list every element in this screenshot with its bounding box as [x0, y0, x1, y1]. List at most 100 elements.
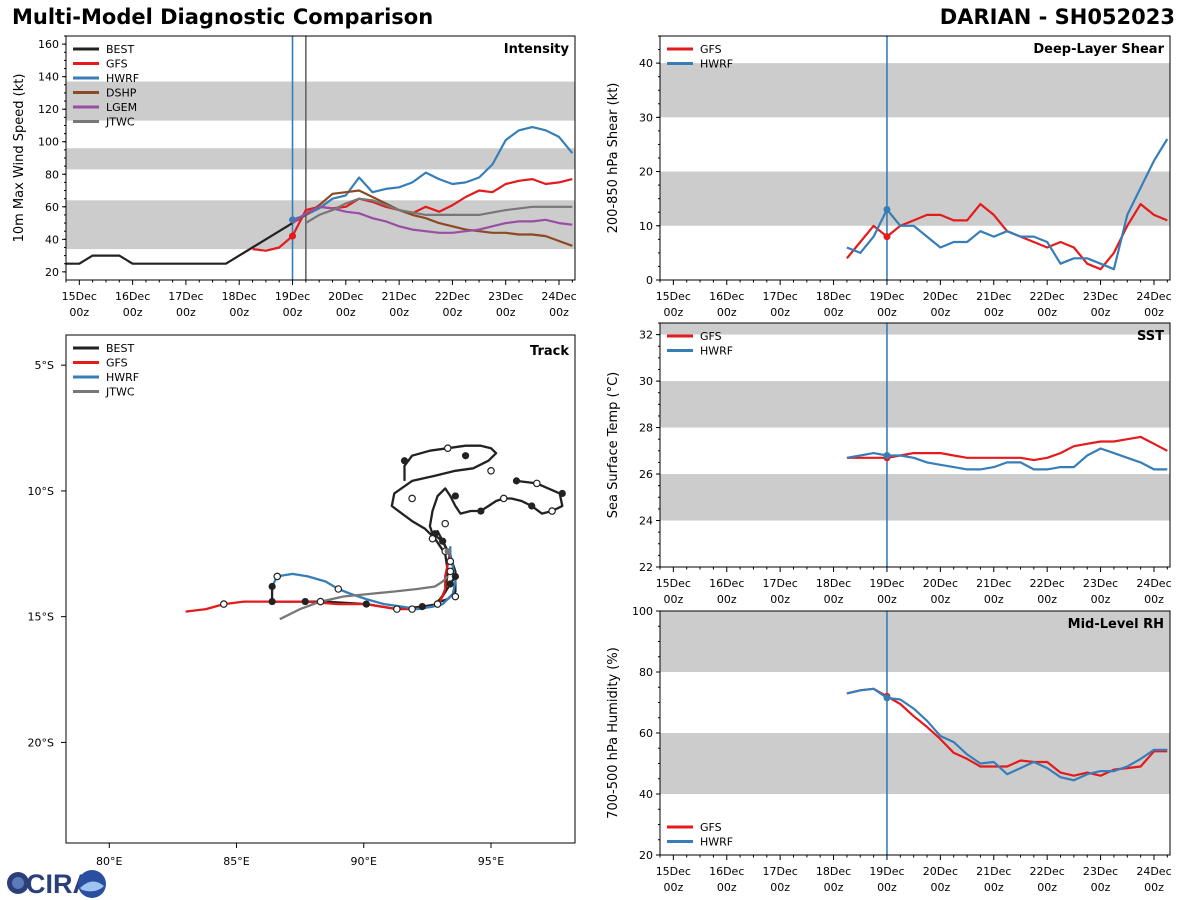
track-marker-open	[408, 605, 416, 613]
track-marker-open	[548, 507, 556, 515]
track-marker-open	[408, 494, 416, 503]
legend-label-hwrf: HWRF	[106, 371, 139, 384]
xtick-label-hour: 00z	[549, 306, 569, 319]
legend-label-gfs: GFS	[700, 43, 722, 56]
xtick-label-day: 20Dec	[923, 290, 958, 303]
track-marker-open	[433, 600, 442, 608]
ytick-label: 40	[45, 233, 59, 246]
xtick-label-hour: 00z	[663, 593, 683, 606]
track-hwrf	[271, 546, 457, 611]
track-marker-open	[446, 567, 455, 576]
ytick-label: 80	[45, 168, 59, 181]
xtick-label-hour: 00z	[496, 306, 516, 319]
track-marker-open	[441, 519, 450, 528]
xtick-label-day: 22Dec	[1030, 290, 1065, 303]
track-marker-open	[428, 534, 437, 543]
xtick-label-day: 17Dec	[763, 865, 798, 878]
track-marker-filled	[400, 457, 409, 465]
track-marker-filled	[451, 572, 459, 581]
track-marker-open	[273, 572, 282, 581]
band-sst-2	[660, 323, 1170, 335]
panel-sst: 22 24 26 28 30 32 15Dec 00z 16Dec 00z 17Dec 00z 18De…	[606, 322, 1172, 606]
ytick-label: 22	[639, 561, 653, 574]
globe-inner-icon	[12, 877, 24, 889]
xtick-label-day: 24Dec	[541, 290, 576, 303]
xtick-label-day: 22Dec	[435, 290, 470, 303]
xtick-label-hour: 00z	[443, 306, 463, 319]
xtick-label-day: 23Dec	[1083, 865, 1118, 878]
track-marker-filled	[477, 507, 485, 515]
ytick-label: 40	[639, 788, 653, 801]
xtick-label-day: 23Dec	[488, 290, 523, 303]
xtick-label-day: 16Dec	[709, 865, 744, 878]
xtick-label-hour: 00z	[984, 593, 1004, 606]
track-marker-open	[316, 597, 325, 606]
track-marker-open	[533, 479, 541, 488]
xtick-label-day: 22Dec	[1030, 865, 1065, 878]
track-marker-filled	[558, 489, 566, 498]
ytick-label: 20	[45, 266, 59, 279]
panel-track: 80°E 85°E 90°E 95°E 5°S 10°S 15°S 20°S Track BEST…	[28, 334, 576, 868]
ytick-label: 80	[639, 666, 653, 679]
y-axis-label: Sea Surface Temp (°C)	[606, 372, 621, 519]
legend-label-best: BEST	[106, 43, 134, 56]
plot-area-track	[185, 444, 566, 621]
series-dshp	[291, 189, 573, 247]
plot-area-sst	[660, 323, 1170, 567]
xtick-label-hour: 00z	[877, 881, 897, 894]
xtick-label-day: 24Dec	[1136, 290, 1171, 303]
track-marker-open	[219, 600, 228, 608]
track-best	[390, 444, 564, 603]
track-marker-filled	[301, 597, 309, 606]
ytick-label: 10°S	[28, 485, 54, 498]
y-axis-label: 10m Max Wind Speed (kt)	[12, 74, 27, 243]
track-marker-open	[393, 605, 401, 613]
legend-label-hwrf: HWRF	[700, 345, 733, 358]
xtick-label-hour: 00z	[930, 593, 950, 606]
xtick-label-day: 17Dec	[763, 290, 798, 303]
xtick-label-day: 16Dec	[115, 290, 150, 303]
panel-title: Track	[530, 344, 569, 359]
xtick-label-hour: 00z	[770, 306, 790, 319]
track-marker-open	[443, 444, 452, 452]
xtick-label-hour: 00z	[1037, 593, 1057, 606]
series-hwrf	[292, 125, 574, 221]
xtick-label-day: 20Dec	[923, 865, 958, 878]
xtick-label-hour: 00z	[984, 881, 1004, 894]
axes-frame-track	[65, 334, 576, 844]
track-marker-filled	[461, 452, 470, 460]
panel-title: Intensity	[504, 42, 570, 57]
ytick-label: 30	[639, 375, 653, 388]
series-gfs	[846, 435, 1168, 462]
init-marker-hwrf	[883, 694, 891, 702]
ytick-label: 20	[639, 166, 653, 179]
xtick-label-day: 21Dec	[976, 577, 1011, 590]
band-sst-0	[660, 474, 1170, 521]
init-marker-gfs	[289, 232, 297, 240]
track-current-marker	[444, 548, 451, 555]
ytick-label: 5°S	[35, 359, 54, 372]
track-marker-filled	[268, 597, 276, 606]
legend-label-jtwc: JTWC	[105, 116, 135, 129]
xtick-label-hour: 00z	[930, 306, 950, 319]
xtick-label-hour: 00z	[877, 593, 897, 606]
xtick-label-day: 18Dec	[816, 290, 851, 303]
legend-label-lgem: LGEM	[106, 101, 137, 114]
band-shear-1	[660, 63, 1170, 118]
xtick-label-hour: 00z	[984, 306, 1004, 319]
legend-label-hwrf: HWRF	[700, 836, 733, 849]
panel-title: Deep-Layer Shear	[1033, 42, 1164, 57]
xtick-label-hour: 00z	[1037, 306, 1057, 319]
ytick-label: 100	[632, 605, 653, 618]
band-rh-1	[660, 611, 1170, 672]
xtick-label: 85°E	[223, 855, 249, 868]
panel-title: SST	[1137, 329, 1164, 344]
xtick-label-hour: 00z	[824, 306, 844, 319]
xtick-label-day: 17Dec	[763, 577, 798, 590]
xtick-label-hour: 00z	[717, 593, 737, 606]
xtick-label-hour: 00z	[336, 306, 356, 319]
plot-area-rh	[660, 611, 1170, 855]
panel-intensity: 20 40 60 80 100 120 140 160 15Dec 00z 16Dec 00z 17De…	[12, 35, 577, 319]
ytick-label: 160	[38, 38, 59, 51]
